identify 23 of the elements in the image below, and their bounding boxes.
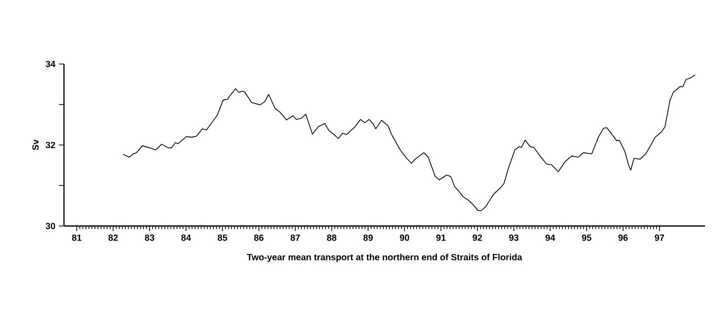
y-tick-label: 34 — [46, 60, 56, 68]
x-tick-label: 96 — [618, 234, 628, 241]
x-tick-label: 91 — [436, 234, 446, 241]
x-tick-label: 88 — [326, 234, 336, 241]
x-tick-label: 97 — [654, 234, 664, 241]
x-axis-title: Two-year mean transport at the northern end of Straits of Florida — [246, 254, 522, 262]
y-tick-label: 30 — [46, 222, 56, 230]
x-tick-label: 82 — [108, 234, 118, 241]
x-tick-label: 86 — [254, 234, 264, 241]
y-axis-title: Sv — [32, 140, 39, 150]
x-tick-label: 84 — [181, 234, 191, 241]
line-series — [122, 74, 696, 212]
x-tick-label: 83 — [144, 234, 154, 241]
x-tick-label: 85 — [218, 234, 228, 241]
x-tick-label: 93 — [509, 234, 518, 241]
x-tick-label: 90 — [400, 234, 410, 241]
x-tick-label: 87 — [290, 234, 300, 241]
x-tick-label: 89 — [363, 234, 373, 241]
x-tick-label: 94 — [546, 234, 556, 241]
x-tick-label: 81 — [72, 234, 82, 241]
x-tick-label: 92 — [472, 234, 482, 241]
y-tick-label: 32 — [46, 142, 56, 148]
x-tick-label: 95 — [582, 234, 592, 241]
